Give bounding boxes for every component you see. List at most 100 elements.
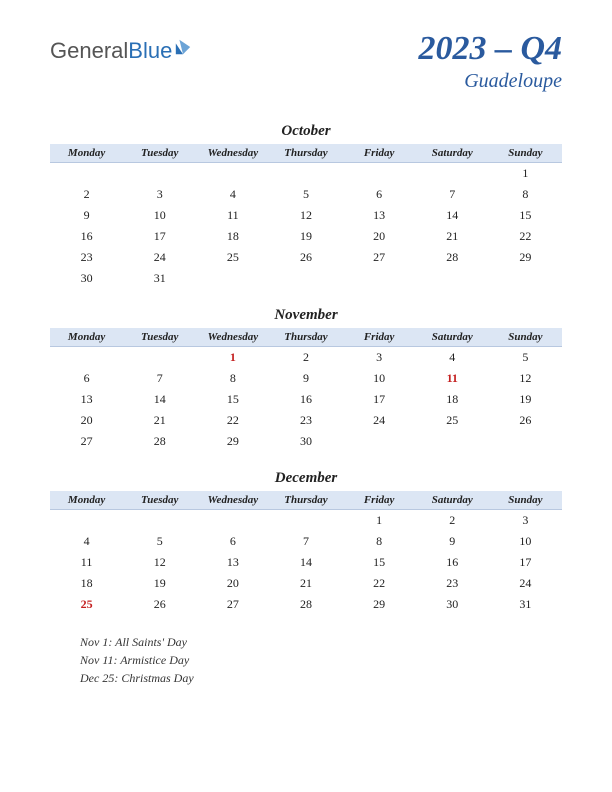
calendar-cell: 7 bbox=[123, 368, 196, 389]
calendar-cell: 30 bbox=[416, 594, 489, 615]
month-name: December bbox=[50, 470, 562, 487]
calendar-cell: 11 bbox=[50, 552, 123, 573]
day-header: Tuesday bbox=[123, 491, 196, 510]
calendar-cell: 15 bbox=[343, 552, 416, 573]
day-header: Friday bbox=[343, 144, 416, 163]
calendar-cell: 9 bbox=[269, 368, 342, 389]
calendar-cell: 3 bbox=[489, 510, 562, 532]
calendar-cell: 11 bbox=[416, 368, 489, 389]
calendar-cell: 27 bbox=[50, 431, 123, 452]
day-header: Friday bbox=[343, 328, 416, 347]
holiday-list: Nov 1: All Saints' DayNov 11: Armistice … bbox=[50, 633, 562, 687]
calendar-cell: 10 bbox=[489, 531, 562, 552]
calendar-cell: 19 bbox=[489, 389, 562, 410]
calendar-cell: 26 bbox=[489, 410, 562, 431]
calendar-cell: 23 bbox=[416, 573, 489, 594]
calendar-row: 16171819202122 bbox=[50, 226, 562, 247]
calendar-table: MondayTuesdayWednesdayThursdayFridaySatu… bbox=[50, 144, 562, 289]
calendar-row: 11121314151617 bbox=[50, 552, 562, 573]
calendar-cell: 27 bbox=[343, 247, 416, 268]
calendar-cell: 20 bbox=[50, 410, 123, 431]
calendar-cell: 13 bbox=[50, 389, 123, 410]
calendar-cell: 10 bbox=[123, 205, 196, 226]
day-header: Tuesday bbox=[123, 328, 196, 347]
calendar-cell: 2 bbox=[50, 184, 123, 205]
calendar-cell bbox=[343, 163, 416, 185]
calendar-cell: 10 bbox=[343, 368, 416, 389]
calendar-cell: 13 bbox=[196, 552, 269, 573]
calendar-cell: 4 bbox=[196, 184, 269, 205]
calendar-cell: 29 bbox=[196, 431, 269, 452]
calendar-cell: 2 bbox=[269, 347, 342, 369]
calendar-cell: 17 bbox=[343, 389, 416, 410]
calendar-cell: 12 bbox=[123, 552, 196, 573]
calendar-cell: 11 bbox=[196, 205, 269, 226]
calendar-row: 18192021222324 bbox=[50, 573, 562, 594]
calendar-row: 3031 bbox=[50, 268, 562, 289]
calendar-cell bbox=[416, 431, 489, 452]
calendar-cell bbox=[196, 163, 269, 185]
calendar-row: 2345678 bbox=[50, 184, 562, 205]
calendar-row: 27282930 bbox=[50, 431, 562, 452]
calendar-cell: 20 bbox=[343, 226, 416, 247]
calendar-cell: 22 bbox=[196, 410, 269, 431]
calendar-cell: 24 bbox=[343, 410, 416, 431]
day-header: Sunday bbox=[489, 144, 562, 163]
calendar-cell: 6 bbox=[50, 368, 123, 389]
calendar-cell bbox=[269, 163, 342, 185]
calendar-cell: 12 bbox=[489, 368, 562, 389]
calendar-cell: 18 bbox=[196, 226, 269, 247]
calendar-cell: 6 bbox=[343, 184, 416, 205]
calendar-cell: 21 bbox=[123, 410, 196, 431]
calendar-cell: 29 bbox=[489, 247, 562, 268]
calendar-cell: 22 bbox=[343, 573, 416, 594]
calendar-cell: 14 bbox=[416, 205, 489, 226]
holiday-entry: Nov 11: Armistice Day bbox=[80, 651, 562, 669]
calendar-cell: 7 bbox=[416, 184, 489, 205]
calendar-cell: 13 bbox=[343, 205, 416, 226]
day-header: Monday bbox=[50, 144, 123, 163]
calendar-cell: 18 bbox=[416, 389, 489, 410]
calendar-cell: 18 bbox=[50, 573, 123, 594]
calendar-cell: 5 bbox=[123, 531, 196, 552]
calendar-cell: 4 bbox=[50, 531, 123, 552]
calendar-cell: 31 bbox=[123, 268, 196, 289]
header: GeneralBlue 2023 – Q4 Guadeloupe bbox=[50, 30, 562, 93]
calendar-cell: 31 bbox=[489, 594, 562, 615]
calendar-cell bbox=[343, 431, 416, 452]
calendar-cell: 27 bbox=[196, 594, 269, 615]
calendar-cell: 3 bbox=[343, 347, 416, 369]
calendar-cell: 26 bbox=[123, 594, 196, 615]
calendar-cell: 26 bbox=[269, 247, 342, 268]
calendar-cell: 5 bbox=[489, 347, 562, 369]
calendar-cell: 24 bbox=[489, 573, 562, 594]
calendar-cell: 28 bbox=[123, 431, 196, 452]
calendar-row: 1 bbox=[50, 163, 562, 185]
calendar-cell: 8 bbox=[343, 531, 416, 552]
calendar-cell: 9 bbox=[50, 205, 123, 226]
calendar-cell: 8 bbox=[489, 184, 562, 205]
calendar-table: MondayTuesdayWednesdayThursdayFridaySatu… bbox=[50, 328, 562, 452]
calendar-cell: 15 bbox=[196, 389, 269, 410]
month-block: DecemberMondayTuesdayWednesdayThursdayFr… bbox=[50, 470, 562, 615]
calendar-cell: 6 bbox=[196, 531, 269, 552]
calendar-cell: 23 bbox=[50, 247, 123, 268]
calendar-cell: 16 bbox=[50, 226, 123, 247]
calendar-cell bbox=[50, 163, 123, 185]
calendar-cell: 19 bbox=[269, 226, 342, 247]
logo: GeneralBlue bbox=[50, 38, 192, 64]
calendar-cell bbox=[196, 268, 269, 289]
calendar-cell: 28 bbox=[269, 594, 342, 615]
calendar-cell: 17 bbox=[489, 552, 562, 573]
calendar-cell: 23 bbox=[269, 410, 342, 431]
calendar-cell: 30 bbox=[269, 431, 342, 452]
day-header: Thursday bbox=[269, 144, 342, 163]
title-block: 2023 – Q4 Guadeloupe bbox=[418, 30, 562, 93]
calendar-cell: 28 bbox=[416, 247, 489, 268]
calendar-cell: 7 bbox=[269, 531, 342, 552]
day-header: Saturday bbox=[416, 144, 489, 163]
calendar-cell: 25 bbox=[196, 247, 269, 268]
calendar-row: 12345 bbox=[50, 347, 562, 369]
day-header: Sunday bbox=[489, 491, 562, 510]
month-block: OctoberMondayTuesdayWednesdayThursdayFri… bbox=[50, 123, 562, 289]
